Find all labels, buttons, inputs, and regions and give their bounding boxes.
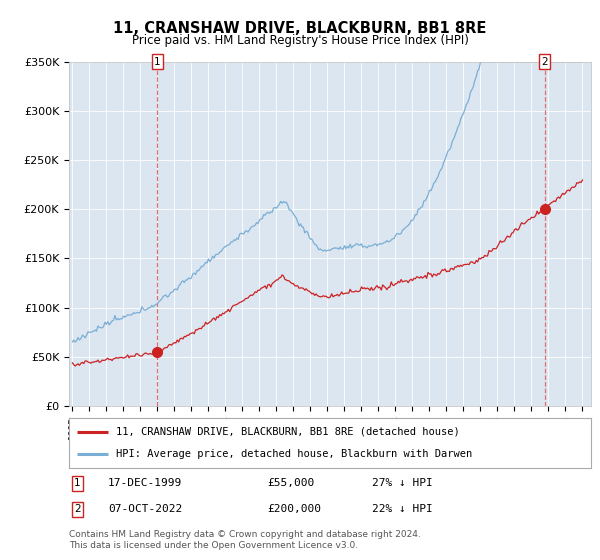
Text: HPI: Average price, detached house, Blackburn with Darwen: HPI: Average price, detached house, Blac… <box>116 449 472 459</box>
Text: £200,000: £200,000 <box>268 505 322 514</box>
Text: Contains HM Land Registry data © Crown copyright and database right 2024.
This d: Contains HM Land Registry data © Crown c… <box>69 530 421 550</box>
Text: 07-OCT-2022: 07-OCT-2022 <box>108 505 182 514</box>
Text: 2: 2 <box>74 505 81 514</box>
Text: Price paid vs. HM Land Registry's House Price Index (HPI): Price paid vs. HM Land Registry's House … <box>131 34 469 46</box>
Text: 17-DEC-1999: 17-DEC-1999 <box>108 478 182 488</box>
Text: 22% ↓ HPI: 22% ↓ HPI <box>372 505 433 514</box>
Text: 11, CRANSHAW DRIVE, BLACKBURN, BB1 8RE (detached house): 11, CRANSHAW DRIVE, BLACKBURN, BB1 8RE (… <box>116 427 460 437</box>
Text: £55,000: £55,000 <box>268 478 314 488</box>
Text: 27% ↓ HPI: 27% ↓ HPI <box>372 478 433 488</box>
Text: 2: 2 <box>541 57 548 67</box>
Text: 1: 1 <box>74 478 81 488</box>
Text: 1: 1 <box>154 57 161 67</box>
Text: 11, CRANSHAW DRIVE, BLACKBURN, BB1 8RE: 11, CRANSHAW DRIVE, BLACKBURN, BB1 8RE <box>113 21 487 36</box>
